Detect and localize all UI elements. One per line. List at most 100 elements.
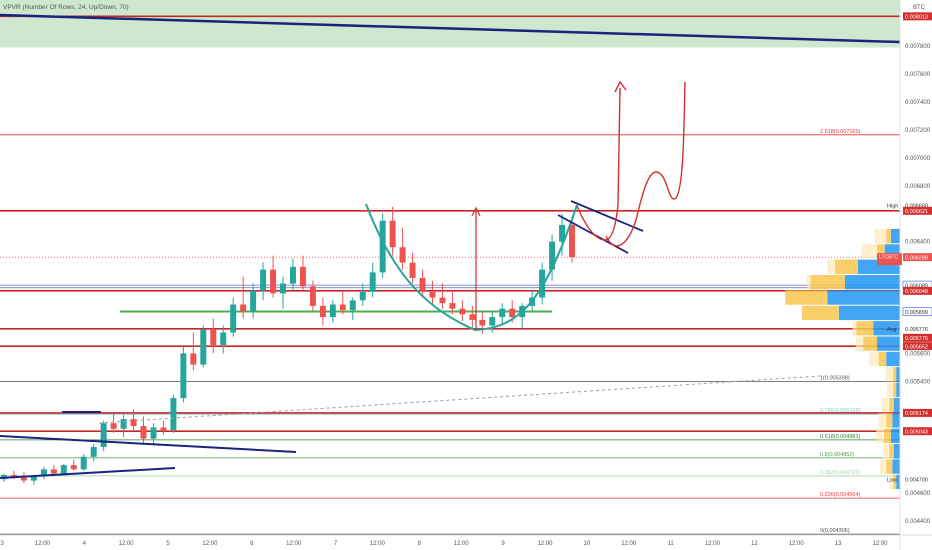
lower-ascending-trendline[interactable] [0, 467, 176, 479]
lower-descending-trendline[interactable] [0, 435, 297, 453]
volume-profile-up-bar [886, 351, 900, 367]
price-tag-label: 0.005899 [905, 310, 928, 316]
volume-profile-up-bar [896, 382, 900, 397]
volume-profile-layer [785, 228, 900, 490]
price-tick-label: 0.006400 [905, 240, 931, 246]
candle-body [439, 297, 446, 304]
candle-body [419, 277, 426, 292]
candle-body [130, 419, 137, 427]
price-tag-side-label: Avg [887, 327, 896, 333]
time-tick-label: 12:00 [286, 541, 302, 547]
time-tick-label: 9 [501, 541, 505, 547]
candle-body [499, 308, 506, 318]
time-tick-label: 12:00 [35, 541, 51, 547]
price-tag-label: 0.008013 [905, 15, 928, 21]
time-tick-label: 12 [751, 541, 758, 547]
volume-profile-down-bar [893, 474, 897, 490]
price-tick-label: 0.007400 [905, 100, 931, 106]
candle-body [120, 419, 127, 429]
volume-profile-ghost-bar [852, 321, 857, 336]
candle-body [90, 446, 97, 457]
volume-profile-up-bar [827, 290, 900, 305]
price-tick-label: 0.007800 [905, 44, 931, 50]
volume-profile-down-bar [834, 259, 858, 274]
upper-trendline[interactable] [0, 13, 901, 44]
candle-body [140, 426, 147, 439]
projection-arrow-path[interactable] [576, 87, 621, 241]
candle-body [60, 465, 67, 474]
time-tick-label: 11 [667, 541, 674, 547]
indicator-legend[interactable]: VPVR (Number Of Rows, 24, Up/Down, 70) [3, 4, 129, 11]
candle-body [339, 304, 346, 311]
volume-profile-up-bar [890, 228, 900, 244]
price-tag-label: 0.005652 [905, 344, 928, 350]
volume-profile-ghost-bar [861, 244, 878, 259]
price-tick-label: 0.006800 [905, 184, 931, 190]
price-tick-label: 0.004600 [905, 491, 931, 497]
volume-profile-down-bar [877, 244, 885, 259]
candle-body [80, 456, 87, 470]
symbol-tag-label: LTCBTC [879, 255, 898, 261]
candle-body [369, 272, 376, 292]
price-tick-label: 0.004400 [905, 519, 931, 525]
fib-level-label: 0(0.004306) [820, 528, 850, 534]
candle-body [319, 305, 326, 318]
volume-profile-ghost-bar [869, 351, 879, 367]
price-tick-label: 0.007600 [905, 72, 931, 78]
cup-pattern-curve[interactable] [365, 203, 578, 332]
price-axis-ticks: 0.007800 0.007600 0.007400 0.007200 0.007000… [905, 44, 931, 525]
candle-body [40, 469, 47, 477]
price-tags: 0.008013 0.006660 High 0.006621 0.006289 LTCB… [877, 12, 932, 483]
volume-profile-up-bar [893, 444, 900, 459]
candle-body [30, 476, 37, 481]
candle-body [549, 241, 556, 270]
candle-body [379, 220, 386, 273]
price-tag-label: 0.006089 [905, 283, 928, 289]
price-tag-label: 0.005776 [905, 327, 928, 333]
candle-body [289, 266, 296, 284]
volume-profile-up-bar [892, 459, 900, 474]
price-tag-box [903, 286, 932, 295]
symbol-tag-box [877, 253, 902, 266]
volume-profile-up-bar [893, 397, 900, 413]
time-tick-label: 10 [583, 541, 590, 547]
volume-profile-up-bar [873, 321, 900, 336]
price-tag-label: 0.006621 [905, 209, 928, 215]
time-tick-label: 8 [418, 541, 422, 547]
candle-body [359, 291, 366, 301]
volume-profile-ghost-bar [885, 367, 894, 382]
volume-profile-up-bar [890, 428, 900, 444]
price-tick-label: 0.007000 [905, 156, 931, 162]
candle-body [349, 300, 356, 311]
volume-profile-down-bar [889, 444, 894, 459]
price-tick-label: 0.007200 [905, 128, 931, 134]
candle-body [309, 286, 316, 306]
price-tag-label: 0.005043 [905, 429, 928, 435]
candle-body [559, 224, 566, 242]
time-tick-label: 7 [334, 541, 338, 547]
candle-body [240, 304, 247, 312]
candle-body [569, 224, 575, 258]
volume-profile-ghost-bar [876, 428, 884, 444]
volume-profile-up-bar [896, 474, 900, 490]
candle-body [399, 247, 406, 263]
price-tag-box [903, 201, 932, 210]
candle-body [70, 465, 77, 470]
volume-profile-down-bar [810, 274, 845, 290]
time-tick-label: 12:00 [621, 541, 637, 547]
candle-body [210, 329, 217, 346]
candle-body [270, 269, 277, 294]
time-tick-label: 3 [1, 541, 5, 547]
volume-profile-ghost-bar [881, 397, 890, 413]
time-tick-label: 12:00 [119, 541, 135, 547]
volume-profile-down-bar [889, 397, 894, 413]
price-tag-label: 0.006048 [905, 289, 928, 295]
price-tag-box [903, 427, 932, 436]
volume-profile-ghost-bar [886, 382, 894, 397]
candle-body [220, 332, 227, 346]
projection-wave-path[interactable] [605, 81, 686, 247]
time-tick-label: 4 [83, 541, 87, 547]
price-tag-label: 0.006660 [905, 204, 928, 210]
flag-upper-line[interactable] [570, 200, 644, 232]
